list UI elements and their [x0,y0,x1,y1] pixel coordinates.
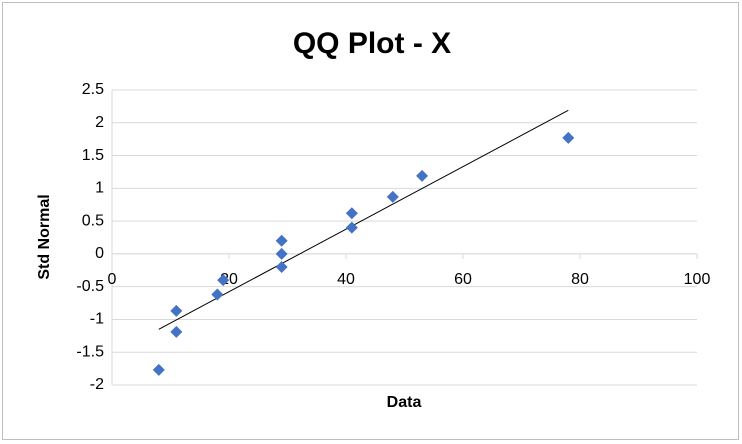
point [170,304,183,317]
y-axis-label: Std Normal [36,194,53,279]
y-tick-label: -2 [90,376,104,393]
point [217,274,230,287]
chart-title: QQ Plot - X [293,27,451,60]
y-tick-label: 0.5 [82,212,104,229]
x-tick-label: 100 [684,271,711,288]
x-tick-label: 0 [108,271,117,288]
point [345,207,358,220]
y-tick-label: 1 [95,180,104,197]
point [211,288,224,301]
y-tick-label: -0.5 [76,278,104,295]
y-tick-label: 2.5 [82,81,104,98]
point [386,190,399,203]
x-tick-label: 60 [454,271,472,288]
point [562,131,575,144]
y-tick-label: 2 [95,114,104,131]
point [345,221,358,234]
point [170,325,183,338]
point [416,169,429,182]
y-tick-label: -1.5 [76,343,104,360]
point [275,261,288,273]
y-tick-label: -1 [90,311,104,328]
point [152,363,165,376]
point [275,234,288,247]
y-tick-label: 0 [95,245,104,262]
x-tick-label: 40 [337,271,355,288]
x-axis-label: Data [387,394,422,411]
y-tick-label: 1.5 [82,147,104,164]
point [275,247,288,260]
trendline [158,109,569,330]
x-tick-label: 80 [571,271,589,288]
